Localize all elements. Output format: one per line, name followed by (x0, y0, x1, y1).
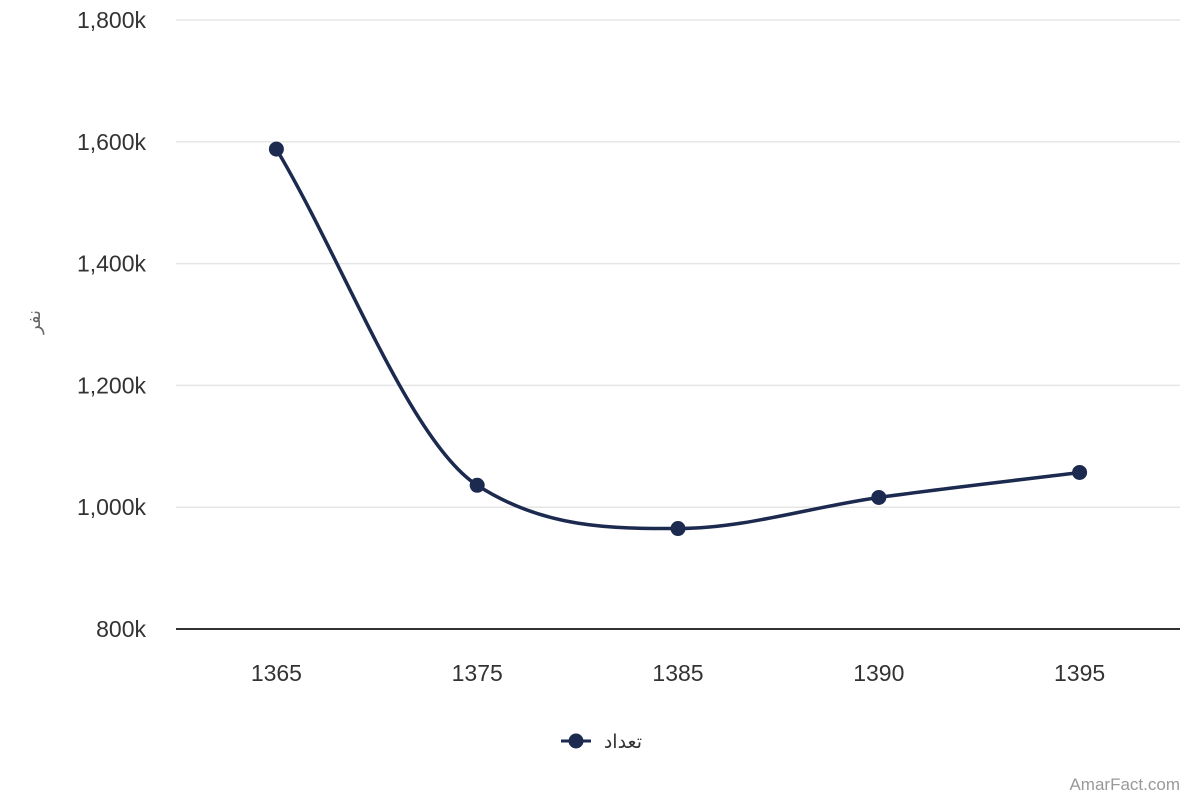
legend-point-marker (568, 733, 584, 749)
x-axis-ticks: 1365 1375 1385 1390 1395 (251, 660, 1105, 686)
data-point[interactable] (670, 521, 686, 537)
data-point[interactable] (268, 141, 284, 157)
credit-link[interactable]: AmarFact.com (1069, 775, 1180, 794)
y-tick-label: 1,400k (77, 251, 147, 277)
data-point[interactable] (469, 477, 485, 493)
x-tick-label: 1365 (251, 660, 302, 686)
y-tick-label: 1,200k (77, 372, 147, 398)
y-axis-label: نفر (24, 310, 45, 335)
y-axis-ticks: 800k 1,000k 1,200k 1,400k 1,600k 1,800k (77, 7, 147, 642)
y-tick-label: 1,600k (77, 129, 147, 155)
legend[interactable]: تعداد (561, 731, 642, 753)
y-tick-label: 800k (96, 616, 146, 642)
x-tick-label: 1395 (1054, 660, 1105, 686)
y-tick-label: 1,800k (77, 7, 147, 33)
x-tick-label: 1385 (652, 660, 703, 686)
series-layer (268, 141, 1088, 537)
legend-series-label[interactable]: تعداد (604, 731, 642, 753)
y-tick-label: 1,000k (77, 494, 147, 520)
data-point[interactable] (871, 489, 887, 505)
x-tick-label: 1375 (452, 660, 503, 686)
data-point[interactable] (1072, 464, 1088, 480)
series-line (274, 147, 1082, 531)
x-tick-label: 1390 (853, 660, 904, 686)
gridlines (176, 19, 1180, 508)
